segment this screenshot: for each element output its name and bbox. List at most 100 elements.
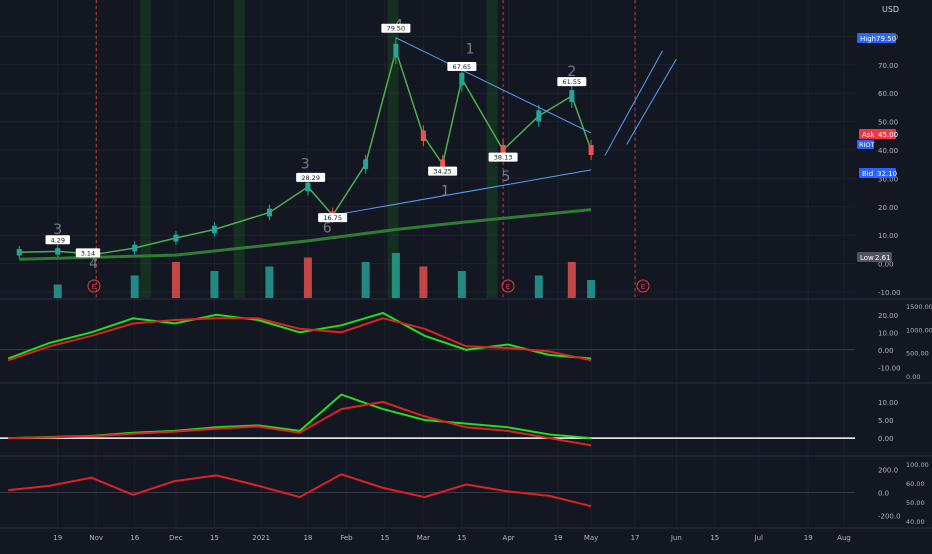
trend-line-4	[626, 58, 677, 145]
earnings-marker-2-text: E	[506, 283, 510, 291]
x-tick-label-1: Nov	[89, 534, 103, 542]
price-callout-6: 67.65	[453, 63, 472, 71]
y-tick-label-main-3: 50.00	[878, 119, 898, 127]
low-label-bg	[857, 252, 892, 262]
labels-layer: 3436411524.293.1428.2916.7579.5034.2567.…	[45, 17, 587, 272]
price-callout-3: 16.75	[323, 214, 342, 222]
high-value: 79.50	[876, 35, 896, 43]
y-tick-label-pane3-1: 0.0	[878, 490, 889, 498]
price-callout-bg-8	[557, 77, 587, 87]
volume-bar-2	[171, 262, 180, 298]
high-label: High	[860, 35, 876, 43]
symbol-label-bg	[857, 140, 874, 149]
price-callout-bg-3	[318, 213, 348, 223]
highlight-band-1	[233, 0, 245, 298]
low-value: 2.61	[875, 254, 891, 262]
wave-label-3: 6	[323, 220, 332, 236]
grid-layer	[0, 0, 932, 529]
ask-label-bg	[859, 129, 896, 139]
volume-bar-6	[361, 262, 370, 298]
price-callout-bg-2	[296, 172, 326, 182]
ask-label: Ask	[862, 131, 875, 139]
x-tick-label-15: Jun	[670, 534, 682, 542]
volume-bar-7	[391, 253, 400, 298]
highlight-band-3	[486, 0, 498, 298]
y-tick-label-main-7: 10.00	[878, 232, 898, 240]
oscillator-2-series-1	[8, 400, 592, 447]
x-tick-label-8: 15	[380, 534, 389, 542]
x-tick-label-16: 15	[710, 534, 719, 542]
bid-value: 32.10	[877, 170, 897, 178]
price-callout-bg-6	[447, 62, 477, 72]
y-tick-label-main-1: 70.00	[878, 62, 898, 70]
price-callout-bg-7	[488, 152, 518, 162]
earnings-marker-1[interactable]: E	[87, 279, 101, 293]
x-tick-label-9: Mar	[417, 534, 430, 542]
y-tick-label-main-8: 0.00	[878, 261, 894, 269]
price-callout-0: 4.29	[50, 236, 64, 244]
wave-label-5: 1	[441, 183, 450, 199]
y-tick-label-pane1-3: -10.00	[878, 364, 901, 372]
bid-label: Bid	[862, 170, 873, 178]
volume-bar-10	[534, 275, 543, 298]
x-tick-label-3: Dec	[169, 534, 183, 542]
volume-bar-12	[587, 280, 596, 298]
price-callout-bg-1	[75, 248, 101, 258]
wave-label-2: 3	[301, 156, 310, 172]
y-tick-label-pane1-2: 0.00	[878, 347, 894, 355]
wave-label-6: 1	[466, 41, 475, 57]
currency-label: USD	[882, 5, 899, 14]
y-tick-label-pane3-0: 200.0	[878, 467, 898, 475]
y-tick-label-right-pane1-3: 0.00	[906, 373, 920, 381]
volume-bar-11	[567, 262, 576, 298]
volume-bar-4	[265, 266, 274, 298]
ask-value: 45.00	[878, 131, 898, 139]
y-tick-label-right-pane1-2: 500.00	[906, 350, 929, 358]
panes-layer	[0, 37, 855, 508]
x-tick-label-0: 19	[53, 534, 62, 542]
earnings-marker-3-text: E	[641, 283, 645, 291]
x-tick-label-13: May	[584, 534, 598, 542]
oscillator-1-series-1	[7, 317, 592, 362]
y-tick-label-pane1-1: 10.00	[878, 329, 898, 337]
price-callout-1: 3.14	[81, 249, 95, 257]
volume-bar-9	[457, 271, 466, 298]
x-tick-label-11: Apr	[503, 534, 515, 542]
price-callout-bg-5	[428, 166, 458, 176]
y-tick-label-main-9: -10.00	[878, 289, 901, 297]
y-tick-label-right-pane3-0: 100.00	[906, 461, 929, 469]
x-tick-label-18: 19	[804, 534, 813, 542]
earnings-marker-3[interactable]: E	[636, 279, 650, 293]
bid-label-bg	[859, 168, 896, 178]
y-tick-label-right-pane1-1: 1000.00	[906, 326, 932, 334]
x-tick-label-17: Jul	[754, 534, 764, 542]
price-callout-8: 61.55	[563, 78, 582, 86]
wave-label-0: 3	[53, 222, 62, 238]
highlight-band-2	[387, 0, 399, 298]
y-tick-label-right-pane1-0: 1500.00	[906, 303, 932, 311]
x-tick-label-19: Aug	[837, 534, 851, 542]
earnings-marker-2[interactable]: E	[501, 279, 515, 293]
wave-label-1: 4	[89, 256, 98, 272]
x-tick-label-7: Feb	[340, 534, 353, 542]
price-line	[19, 47, 592, 255]
highlight-band-0	[140, 0, 152, 298]
trend-line-2	[332, 169, 592, 216]
price-callout-bg-4	[381, 23, 411, 33]
y-tick-label-main-2: 60.00	[878, 90, 898, 98]
oscillator-3-series-0	[8, 473, 592, 508]
moving-average-line	[19, 208, 592, 261]
price-callout-bg-0	[45, 235, 70, 245]
volume-bar-8	[419, 266, 428, 298]
x-tick-label-5: 2021	[252, 534, 270, 542]
price-axis-labels: USD High 79.50 Ask 45.00 RIOT Bid 32.10 …	[857, 5, 899, 262]
volume-bar-5	[303, 257, 312, 298]
volume-bar-3	[210, 271, 219, 298]
y-tick-label-right-pane3-2: 50.00	[906, 499, 925, 507]
x-tick-label-4: 15	[210, 534, 219, 542]
price-callout-5: 34.25	[433, 168, 452, 176]
earnings-layer: E E E	[87, 279, 650, 293]
